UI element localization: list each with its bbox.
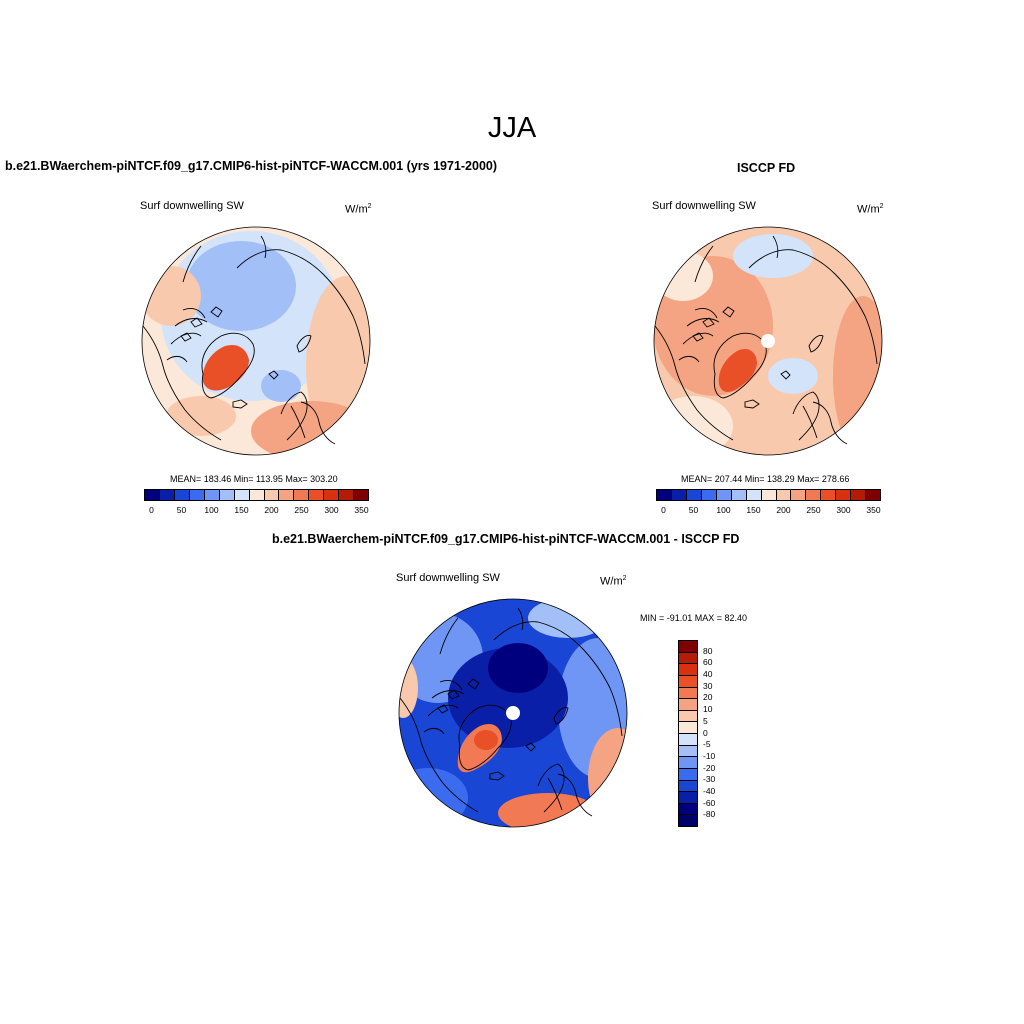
colorbar-tick-label: 250	[294, 505, 309, 515]
colorbar-swatch	[679, 710, 697, 723]
colorbar-swatch	[234, 490, 250, 500]
colorbar-tick-label: 250	[806, 505, 821, 515]
colorbar-tick-label: -60	[703, 797, 716, 808]
colorbar-swatch	[806, 490, 822, 500]
diff-colorbar	[678, 640, 698, 827]
colorbar-swatch	[309, 490, 325, 500]
colorbar-swatch	[679, 687, 697, 700]
colorbar-tick-label: 300	[836, 505, 851, 515]
colorbar-swatch	[679, 699, 697, 711]
colorbar-swatch	[679, 780, 697, 793]
model-colorbar	[144, 489, 369, 501]
colorbar-tick-label: 40	[703, 669, 713, 680]
colorbar-tick-label: 50	[688, 505, 699, 515]
colorbar-tick-label: -10	[703, 750, 716, 761]
diff-polar-map	[398, 598, 628, 828]
colorbar-swatch	[145, 490, 160, 500]
colorbar-swatch	[791, 490, 807, 500]
colorbar-tick-label: 60	[703, 657, 713, 668]
colorbar-swatch	[204, 490, 220, 500]
colorbar-swatch	[686, 490, 702, 500]
colorbar-swatch	[219, 490, 235, 500]
colorbar-swatch	[679, 757, 697, 769]
colorbar-tick-label: 150	[234, 505, 249, 515]
colorbar-tick-label: 200	[776, 505, 791, 515]
colorbar-tick-label: 5	[703, 715, 708, 726]
colorbar-swatch	[324, 490, 340, 500]
colorbar-swatch	[716, 490, 732, 500]
model-stats: MEAN= 183.46 Min= 113.95 Max= 303.20	[170, 474, 338, 484]
colorbar-swatch	[679, 652, 697, 665]
obs-colorbar	[656, 489, 881, 501]
obs-polar-map	[653, 226, 883, 456]
colorbar-swatch	[776, 490, 792, 500]
colorbar-swatch	[679, 664, 697, 676]
colorbar-tick-label: -5	[703, 739, 711, 750]
colorbar-swatch	[189, 490, 205, 500]
colorbar-tick-label: 100	[204, 505, 219, 515]
diff-variable-label: Surf downwelling SW	[396, 572, 500, 584]
colorbar-swatch	[279, 490, 295, 500]
colorbar-tick-label: 200	[264, 505, 279, 515]
colorbar-tick-label: 150	[746, 505, 761, 515]
colorbar-swatch	[354, 490, 369, 500]
figure-title: JJA	[487, 112, 537, 144]
colorbar-swatch	[679, 722, 697, 734]
colorbar-swatch	[249, 490, 265, 500]
colorbar-swatch	[731, 490, 747, 500]
colorbar-swatch	[657, 490, 672, 500]
colorbar-tick-label: -40	[703, 785, 716, 796]
colorbar-swatch	[679, 792, 697, 804]
colorbar-tick-label: 100	[716, 505, 731, 515]
obs-stats: MEAN= 207.44 Min= 138.29 Max= 278.66	[681, 474, 850, 484]
colorbar-swatch	[264, 490, 280, 500]
colorbar-swatch	[701, 490, 717, 500]
colorbar-swatch	[159, 490, 175, 500]
colorbar-swatch	[679, 675, 697, 688]
obs-colorbar-ticks: 0 50 100 150 200 250 300 350	[656, 505, 881, 517]
colorbar-swatch	[174, 490, 190, 500]
colorbar-swatch	[836, 490, 852, 500]
colorbar-swatch	[679, 815, 697, 826]
diff-colorbar-ticks: 80 60 40 30 20 10 5 0 -5 -10 -20 -30 -40 -60 -80	[703, 640, 743, 827]
colorbar-swatch	[679, 641, 697, 653]
colorbar-tick-label: 0	[661, 505, 666, 515]
diff-panel-title: b.e21.BWaerchem-piNTCF.f09_g17.CMIP6-his…	[272, 532, 740, 546]
colorbar-tick-label: 10	[703, 704, 713, 715]
diff-units-label: W/m2	[600, 575, 627, 588]
colorbar-swatch	[679, 745, 697, 758]
colorbar-tick-label: -20	[703, 762, 716, 773]
colorbar-tick-label: 0	[149, 505, 154, 515]
colorbar-tick-label: -30	[703, 774, 716, 785]
colorbar-swatch	[339, 490, 355, 500]
colorbar-swatch	[294, 490, 310, 500]
colorbar-swatch	[761, 490, 777, 500]
colorbar-tick-label: 300	[324, 505, 339, 515]
colorbar-tick-label: 0	[703, 727, 708, 738]
colorbar-swatch	[679, 734, 697, 746]
colorbar-swatch	[851, 490, 867, 500]
model-colorbar-ticks: 0 50 100 150 200 250 300 350	[144, 505, 369, 517]
model-units-label: W/m2	[345, 203, 372, 216]
obs-panel-title: ISCCP FD	[737, 161, 796, 175]
colorbar-swatch	[866, 490, 881, 500]
model-variable-label: Surf downwelling SW	[140, 200, 244, 212]
obs-variable-label: Surf downwelling SW	[652, 200, 756, 212]
colorbar-tick-label: 20	[703, 692, 713, 703]
model-polar-map	[141, 226, 371, 456]
colorbar-tick-label: 350	[354, 505, 369, 515]
colorbar-swatch	[679, 768, 697, 781]
colorbar-tick-label: 30	[703, 680, 713, 691]
colorbar-swatch	[821, 490, 837, 500]
colorbar-tick-label: 80	[703, 645, 713, 656]
obs-units-label: W/m2	[857, 203, 884, 216]
colorbar-swatch	[746, 490, 762, 500]
colorbar-tick-label: -80	[703, 809, 716, 820]
colorbar-swatch	[671, 490, 687, 500]
colorbar-tick-label: 50	[176, 505, 187, 515]
model-panel-title: b.e21.BWaerchem-piNTCF.f09_g17.CMIP6-his…	[5, 159, 498, 173]
colorbar-tick-label: 350	[866, 505, 881, 515]
diff-stats: MIN = -91.01 MAX = 82.40	[640, 613, 748, 623]
colorbar-swatch	[679, 803, 697, 816]
